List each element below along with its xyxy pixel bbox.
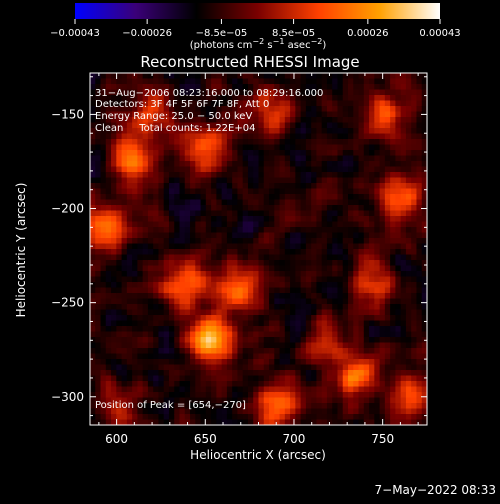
- colorbar-tick-label: −0.00043: [50, 28, 100, 39]
- colorbar-tick-label: −8.5e−05: [196, 28, 248, 39]
- info-energy-range: Energy Range: 25.0 − 50.0 keV: [95, 111, 252, 122]
- colorbar-tick-labels: −0.00043 −0.00026 −8.5e−05 8.5e−05 0.00026 0.…: [50, 28, 461, 39]
- emission-source: [373, 283, 375, 285]
- emission-source: [101, 226, 103, 228]
- emission-source: [328, 339, 330, 341]
- plot-title: Reconstructed RHESSI Image: [140, 53, 359, 71]
- y-tick-label: −250: [51, 296, 84, 310]
- y-tick-label: −150: [51, 107, 84, 121]
- emission-source: [355, 377, 357, 379]
- x-tick-label: 600: [105, 432, 128, 446]
- x-axis-ticks: 600 650 700 750: [98, 73, 419, 446]
- colorbar-tick-label: 0.00026: [347, 28, 388, 39]
- y-tick-label: −300: [51, 390, 84, 404]
- colorbar-tick-label: −0.00026: [122, 28, 172, 39]
- x-tick-label: 750: [371, 432, 394, 446]
- x-axis-label: Heliocentric X (arcsec): [190, 448, 326, 462]
- info-detectors: Detectors: 3F 4F 5F 6F 7F 8F, Att 0: [95, 99, 269, 110]
- y-tick-label: −200: [51, 202, 84, 216]
- footer-date: 7−May−2022 08:33: [375, 483, 497, 497]
- y-axis-label: Heliocentric Y (arcsec): [14, 183, 28, 318]
- emission-source: [133, 160, 135, 162]
- emission-source: [183, 283, 185, 285]
- emission-source: [275, 405, 277, 407]
- emission-source: [381, 113, 383, 115]
- colorbar-units: (photons cm−2 s−1 asec−2): [190, 37, 327, 51]
- colorbar-ticks: [74, 19, 441, 24]
- emission-source: [417, 396, 419, 398]
- colorbar-tick-label: 8.5e−05: [272, 28, 315, 39]
- x-tick-label: 700: [283, 432, 306, 446]
- x-tick-label: 650: [194, 432, 217, 446]
- y-axis-ticks: −300 −250 −200 −150: [51, 76, 427, 417]
- emission-source: [399, 198, 401, 200]
- emission-source: [204, 147, 206, 149]
- emission-source: [236, 286, 238, 288]
- colorbar-tick-label: 0.00043: [419, 28, 460, 39]
- emission-source: [266, 113, 268, 115]
- colorbar: [75, 3, 440, 19]
- info-time-range: 31−Aug−2006 08:23:16.000 to 08:29:16.000: [95, 88, 323, 99]
- heatmap-image: [90, 73, 427, 425]
- peak-source: [211, 339, 213, 341]
- info-clean-counts: Clean Total counts: 1.22E+04: [95, 123, 255, 134]
- info-peak-position: Position of Peak = [654,−270]: [95, 400, 246, 411]
